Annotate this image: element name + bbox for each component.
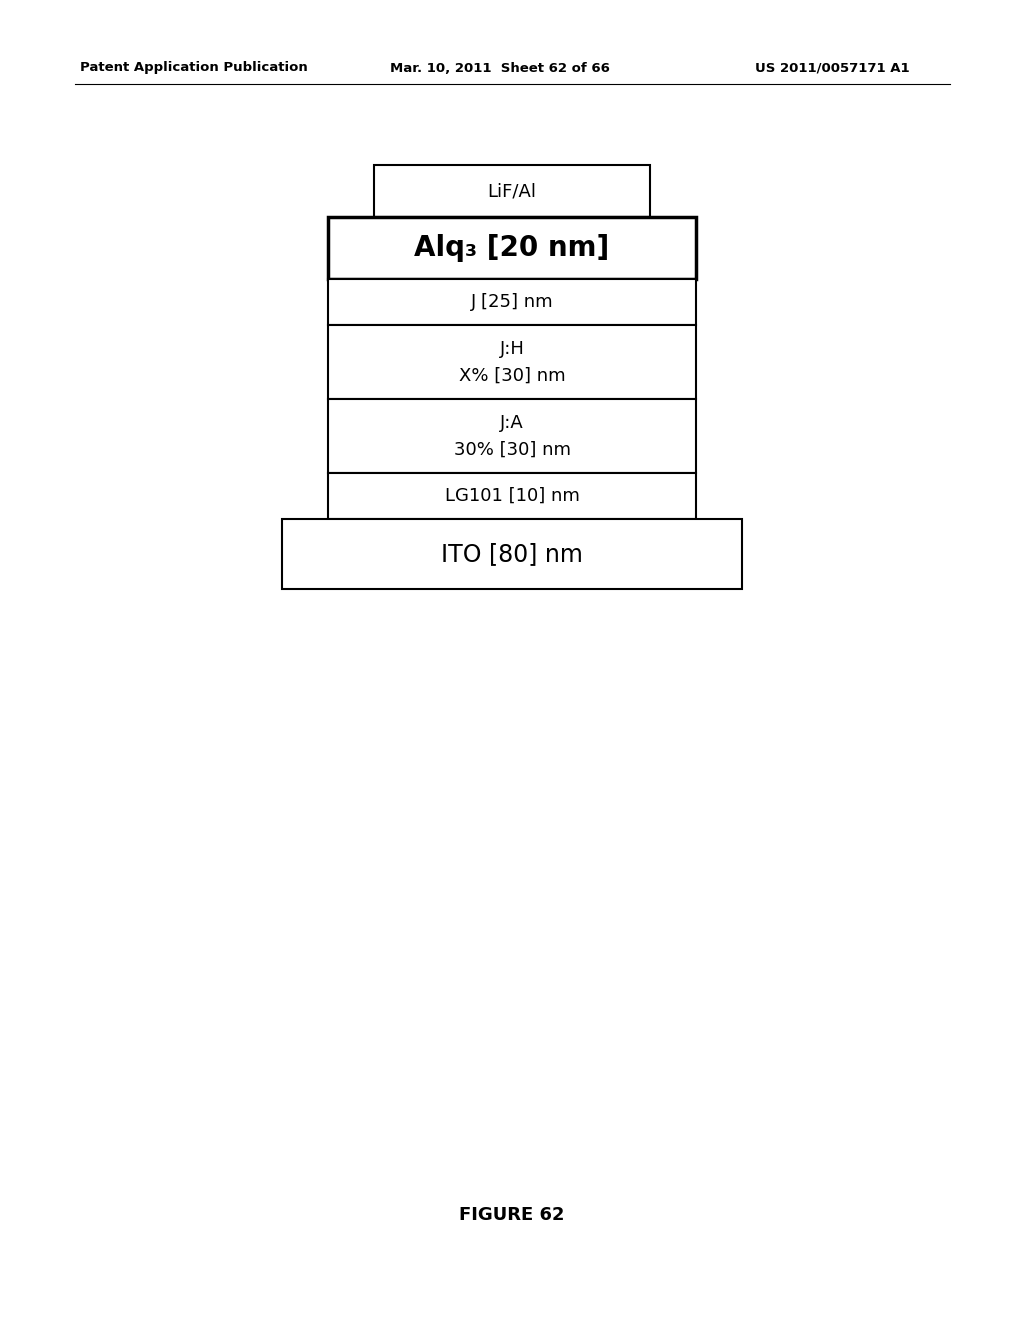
Text: LG101 [10] nm: LG101 [10] nm — [444, 487, 580, 506]
Text: ITO [80] nm: ITO [80] nm — [441, 543, 583, 566]
Text: LiF/Al: LiF/Al — [487, 182, 537, 201]
Bar — [328, 279, 696, 325]
Text: J:H: J:H — [500, 339, 524, 358]
Text: Mar. 10, 2011  Sheet 62 of 66: Mar. 10, 2011 Sheet 62 of 66 — [390, 62, 610, 74]
Text: J [25] nm: J [25] nm — [471, 293, 553, 312]
Text: J:A: J:A — [500, 413, 524, 432]
Text: X% [30] nm: X% [30] nm — [459, 367, 565, 384]
Bar — [374, 165, 650, 216]
Text: 30% [30] nm: 30% [30] nm — [454, 441, 570, 458]
Text: FIGURE 62: FIGURE 62 — [459, 1206, 565, 1224]
Bar — [328, 216, 696, 279]
Text: US 2011/0057171 A1: US 2011/0057171 A1 — [755, 62, 909, 74]
Text: Alq₃ [20 nm]: Alq₃ [20 nm] — [415, 234, 609, 261]
Bar — [328, 473, 696, 519]
Text: Patent Application Publication: Patent Application Publication — [80, 62, 308, 74]
Bar — [282, 519, 742, 589]
Bar — [328, 399, 696, 473]
Bar — [328, 325, 696, 399]
